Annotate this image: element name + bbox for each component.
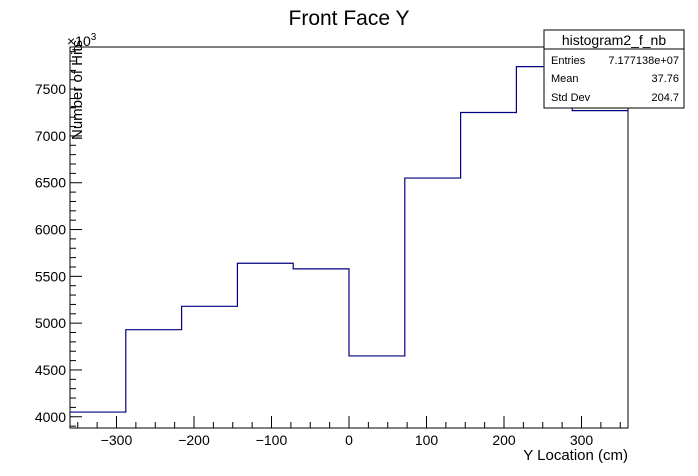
stats-mean-label: Mean <box>551 73 579 85</box>
histogram-series-line <box>70 66 628 413</box>
x-tick-label: −300 <box>101 432 133 448</box>
y-axis-ticks <box>70 51 82 427</box>
x-tick-label: −100 <box>256 432 288 448</box>
x-tick-label: 0 <box>345 432 353 448</box>
stats-box-title: histogram2_f_nb <box>562 32 667 48</box>
x-tick-label: 200 <box>492 432 516 448</box>
stats-mean-value: 37.76 <box>651 73 679 85</box>
x-axis-ticks <box>77 416 621 428</box>
y-tick-label: 7500 <box>35 81 66 97</box>
chart-title: Front Face Y <box>289 7 410 30</box>
y-tick-label: 5000 <box>35 315 66 331</box>
y-tick-label: 7000 <box>35 128 66 144</box>
stats-entries-label: Entries <box>551 55 586 67</box>
x-tick-label: 300 <box>570 432 594 448</box>
stats-stddev-label: Std Dev <box>551 92 591 104</box>
stats-entries-value: 7.177138e+07 <box>608 55 679 67</box>
y-tick-label: 6500 <box>35 175 66 191</box>
x-axis-label: Y Location (cm) <box>523 447 628 464</box>
y-tick-label: 5500 <box>35 268 66 284</box>
y-axis-multiplier: ×103 <box>67 32 97 49</box>
y-axis-tick-labels: 4000 4500 5000 5500 6000 6500 7000 7500 <box>35 81 66 425</box>
stats-box: histogram2_f_nb Entries 7.177138e+07 Mea… <box>543 29 685 109</box>
y-tick-label: 4500 <box>35 362 66 378</box>
x-tick-label: −200 <box>178 432 210 448</box>
stats-stddev-value: 204.7 <box>651 92 679 104</box>
y-axis-label: Number of Hits <box>69 40 86 140</box>
y-tick-label: 4000 <box>35 409 66 425</box>
x-tick-label: 100 <box>415 432 439 448</box>
y-tick-label: 6000 <box>35 222 66 238</box>
x-axis-tick-labels: −300 −200 −100 0 100 200 300 <box>101 432 594 448</box>
